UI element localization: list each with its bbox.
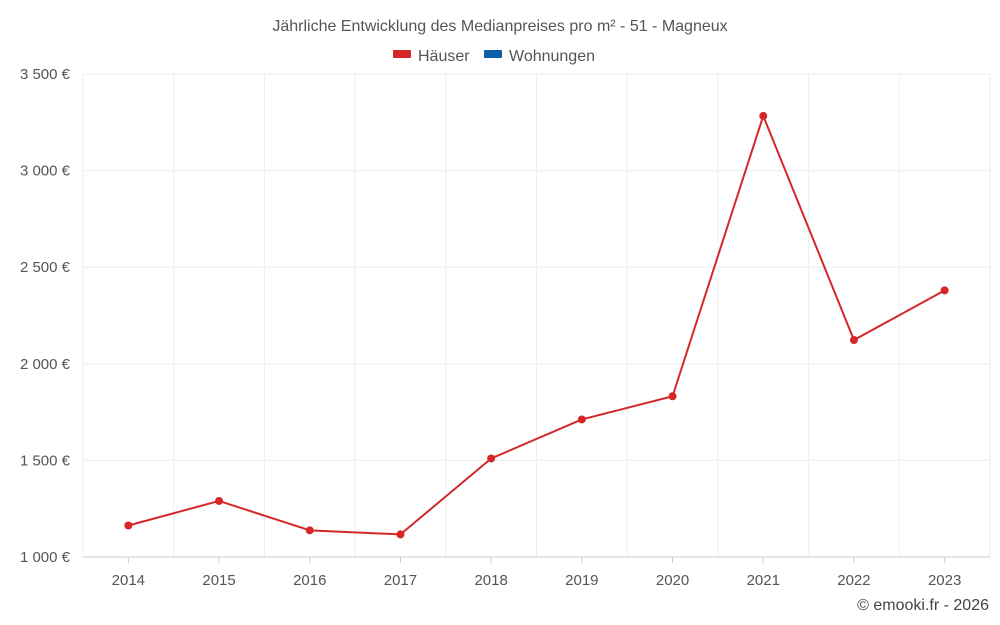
x-tick-label: 2016 [293, 572, 326, 589]
y-tick-label: 1 000 € [20, 549, 71, 566]
y-tick-label: 1 500 € [20, 452, 71, 469]
legend-label-haeuser[interactable]: Häuser [418, 48, 470, 65]
x-tick-label: 2014 [112, 572, 145, 589]
data-point[interactable] [668, 392, 677, 401]
x-tick-label: 2023 [928, 572, 961, 589]
legend-swatch-wohnungen[interactable] [484, 50, 502, 58]
data-point[interactable] [396, 530, 405, 539]
legend: Häuser Wohnungen [393, 48, 595, 65]
x-tick-label: 2021 [747, 572, 780, 589]
data-point[interactable] [940, 286, 949, 295]
series-haeuser [124, 111, 949, 539]
chart-title: Jährliche Entwicklung des Medianpreises … [272, 18, 727, 35]
legend-swatch-haeuser[interactable] [393, 50, 411, 58]
data-point[interactable] [124, 521, 133, 530]
y-tick-label: 2 000 € [20, 356, 71, 373]
x-tick-label: 2019 [565, 572, 598, 589]
credit-text: © emooki.fr - 2026 [857, 597, 989, 614]
x-axis: 2014 2015 2016 2017 2018 2019 2020 2021 2022 2023 [83, 556, 990, 589]
data-point[interactable] [849, 336, 858, 345]
grid [82, 73, 991, 557]
x-tick-label: 2015 [202, 572, 235, 589]
x-tick-label: 2020 [656, 572, 689, 589]
x-tick-label: 2017 [384, 572, 417, 589]
y-tick-label: 3 500 € [20, 66, 71, 83]
series-line [128, 114, 946, 536]
y-axis: 1 000 € 1 500 € 2 000 € 2 500 € 3 000 € 3 500… [20, 66, 71, 566]
legend-label-wohnungen[interactable]: Wohnungen [509, 48, 595, 65]
data-point[interactable] [487, 454, 496, 463]
data-point[interactable] [759, 111, 768, 120]
y-tick-label: 2 500 € [20, 259, 71, 276]
y-tick-label: 3 000 € [20, 163, 71, 180]
data-point[interactable] [577, 415, 586, 424]
data-point[interactable] [215, 496, 224, 505]
x-tick-label: 2022 [837, 572, 870, 589]
x-tick-label: 2018 [474, 572, 507, 589]
data-point[interactable] [305, 526, 314, 535]
